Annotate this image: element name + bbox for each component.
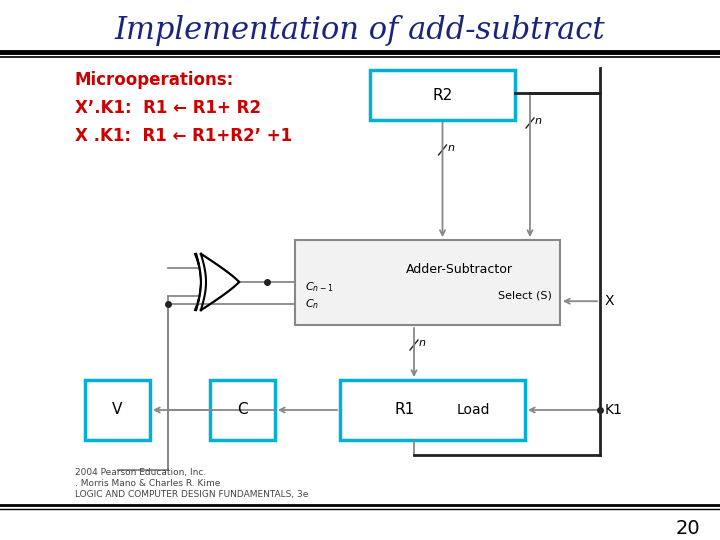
Text: $C_n$: $C_n$ — [305, 297, 319, 310]
Bar — [340, 380, 525, 440]
Text: V: V — [112, 402, 122, 417]
Text: R2: R2 — [433, 87, 453, 103]
Text: n: n — [448, 143, 454, 153]
Text: R1: R1 — [395, 402, 415, 417]
Text: n: n — [535, 116, 542, 126]
Polygon shape — [201, 254, 239, 310]
Text: 2004 Pearson Education, Inc.: 2004 Pearson Education, Inc. — [75, 468, 206, 476]
Text: X’.K1:  R1 ← R1+ R2: X’.K1: R1 ← R1+ R2 — [75, 99, 261, 117]
Text: Adder-Subtractor: Adder-Subtractor — [406, 263, 513, 276]
Text: . Morris Mano & Charles R. Kime: . Morris Mano & Charles R. Kime — [75, 478, 220, 488]
Text: 20: 20 — [675, 518, 700, 537]
Text: X .K1:  R1 ← R1+R2’ +1: X .K1: R1 ← R1+R2’ +1 — [75, 127, 292, 145]
Text: Select (S): Select (S) — [498, 291, 552, 300]
Text: X: X — [605, 294, 614, 308]
Text: C: C — [237, 402, 248, 417]
Text: Implementation of add-subtract: Implementation of add-subtract — [114, 15, 606, 45]
Bar — [370, 70, 515, 120]
Bar — [85, 380, 150, 440]
Text: $C_{n-1}$: $C_{n-1}$ — [305, 280, 333, 294]
Bar — [210, 380, 275, 440]
Text: Microoperations:: Microoperations: — [75, 71, 234, 89]
Bar — [295, 240, 560, 325]
Text: K1: K1 — [605, 403, 623, 417]
Text: Load: Load — [456, 403, 490, 417]
Text: LOGIC AND COMPUTER DESIGN FUNDAMENTALS, 3e: LOGIC AND COMPUTER DESIGN FUNDAMENTALS, … — [75, 489, 308, 498]
Text: n: n — [419, 338, 426, 348]
